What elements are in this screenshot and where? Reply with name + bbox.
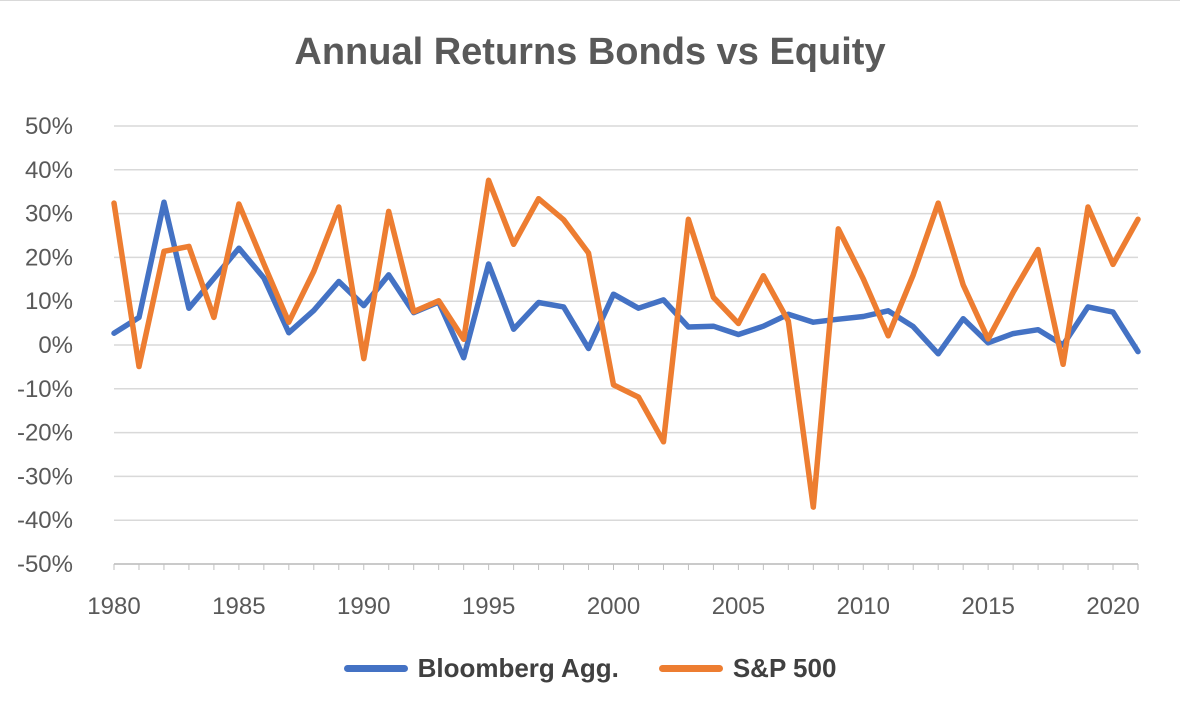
- y-tick-label: 40%: [25, 157, 73, 184]
- y-axis-tick-labels: -50% -40% -30% -20% -10% 0% 10% 20% 30% 40% 50%: [17, 113, 73, 578]
- y-tick-label: 50%: [25, 113, 73, 140]
- y-tick-label: 30%: [25, 201, 73, 228]
- x-tick-label: 2010: [837, 593, 890, 620]
- x-tick-label: 1980: [87, 593, 140, 620]
- y-tick-label: -50%: [17, 551, 73, 578]
- x-tick-label: 2015: [961, 593, 1014, 620]
- y-tick-label: 10%: [25, 288, 73, 315]
- x-tick-label: 2000: [587, 593, 640, 620]
- x-tick-label: 1985: [212, 593, 265, 620]
- gridlines: [114, 125, 1138, 565]
- y-tick-label: 20%: [25, 244, 73, 271]
- y-tick-label: 0%: [38, 332, 73, 359]
- y-tick-label: -40%: [17, 507, 73, 534]
- x-axis: 1980 1985 1990 1995 2000 2005 2010 2015 2020: [87, 563, 1140, 620]
- legend: Bloomberg Agg. S&P 500: [0, 653, 1180, 684]
- series-line-1: [111, 177, 1141, 510]
- legend-item-bloomberg: Bloomberg Agg.: [343, 653, 619, 684]
- x-tick-label: 2005: [712, 593, 765, 620]
- legend-swatch-sp500: [658, 665, 723, 672]
- x-tick-label: 2020: [1086, 593, 1139, 620]
- x-tick-label: 1995: [462, 593, 515, 620]
- x-tick-label: 1990: [337, 593, 390, 620]
- y-tick-label: -20%: [17, 420, 73, 447]
- series-line-0: [111, 199, 1141, 361]
- y-tick-label: -30%: [17, 463, 73, 490]
- legend-item-sp500: S&P 500: [658, 653, 837, 684]
- legend-label-bloomberg: Bloomberg Agg.: [417, 653, 619, 683]
- y-tick-label: -10%: [17, 376, 73, 403]
- legend-swatch-bloomberg: [343, 665, 408, 672]
- legend-label-sp500: S&P 500: [732, 653, 837, 683]
- chart-title: Annual Returns Bonds vs Equity: [294, 31, 886, 73]
- series-lines: [111, 177, 1141, 510]
